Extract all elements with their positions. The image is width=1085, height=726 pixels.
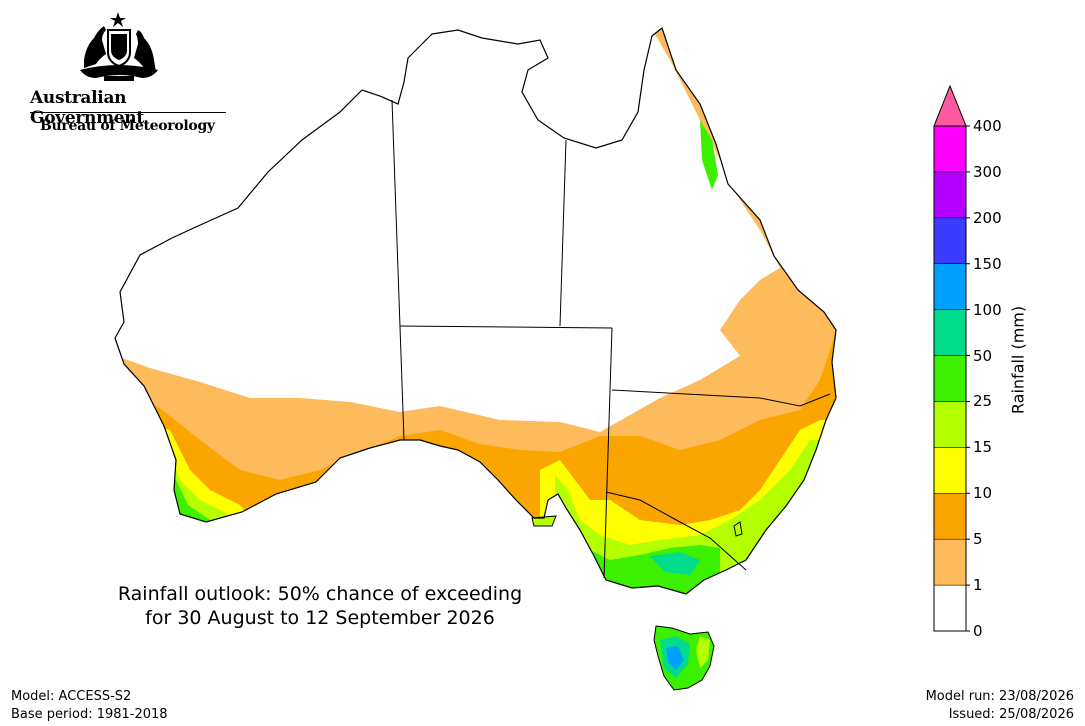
act-border xyxy=(733,521,743,537)
colorbar-tick-label: 1 xyxy=(973,576,983,595)
colorbar-bin-1-5 xyxy=(933,538,967,586)
footer-left: Model: ACCESS-S2 Base period: 1981-2018 xyxy=(11,688,168,724)
tasmania xyxy=(653,625,715,691)
bom-logo: Australian Government Bureau of Meteorol… xyxy=(18,10,228,140)
colorbar-tick-label: 10 xyxy=(973,484,993,503)
colorbar-tick-label: 0 xyxy=(973,622,983,640)
colorbar-bin-150-200 xyxy=(933,217,967,264)
colorbar-tick-label: 5 xyxy=(973,530,983,549)
map-title-line2: for 30 August to 12 September 2026 xyxy=(145,607,495,629)
qld-nsw-border xyxy=(611,389,831,407)
colorbar-tick-label: 100 xyxy=(973,300,1002,319)
colorbar-tick-label: 25 xyxy=(973,392,993,411)
issued-label: Issued: 25/08/2026 xyxy=(948,707,1074,722)
colorbar-tick-label: 50 xyxy=(973,346,993,365)
colorbar-tick-label: 150 xyxy=(973,254,1002,273)
colorbar-tick-label: 300 xyxy=(973,162,1002,181)
colorbar-tick-label: 200 xyxy=(973,208,1002,227)
coat-of-arms-icon xyxy=(80,12,158,81)
colorbar-bin-200-300 xyxy=(933,171,967,219)
footer-right: Model run: 23/08/2026 Issued: 25/08/2026 xyxy=(926,688,1074,724)
base-period-label: Base period: 1981-2018 xyxy=(11,707,168,722)
coastline xyxy=(114,26,837,595)
rainfall-colorbar xyxy=(933,84,970,632)
colorbar-bin-25-50 xyxy=(933,355,967,402)
colorbar-tick-label: 15 xyxy=(973,438,993,457)
model-label: Model: ACCESS-S2 xyxy=(11,689,132,704)
state-borders xyxy=(391,99,831,579)
wa-border xyxy=(391,99,405,441)
colorbar-bin-300-400 xyxy=(933,125,967,173)
nsw-vic-border xyxy=(605,491,747,571)
map-title: Rainfall outlook: 50% chance of exceedin… xyxy=(60,582,580,630)
colorbar-bin-15-25 xyxy=(933,401,967,448)
nt-qld-border xyxy=(559,139,567,327)
colorbar-bin-0-1 xyxy=(933,584,967,632)
colorbar-bin->400 xyxy=(933,84,967,127)
colorbar-frame xyxy=(933,125,967,632)
colorbar-bin-5-10 xyxy=(933,493,967,540)
colorbar-title: Rainfall (mm) xyxy=(1008,305,1028,415)
colorbar-bin-10-15 xyxy=(933,447,967,494)
colorbar-tick-label: 400 xyxy=(973,117,1002,135)
colorbar-bin-100-150 xyxy=(933,263,967,310)
colorbar-bin-50-100 xyxy=(933,309,967,356)
logo-divider xyxy=(30,112,226,113)
model-run-label: Model run: 23/08/2026 xyxy=(925,689,1074,704)
map-title-line1: Rainfall outlook: 50% chance of exceedin… xyxy=(117,583,523,605)
rain-50-100mm xyxy=(650,552,700,575)
agency-label: Bureau of Meteorology xyxy=(40,118,215,134)
government-label: Australian Government xyxy=(30,88,144,128)
sa-qld-nsw-border xyxy=(603,327,613,579)
nt-sa-border xyxy=(399,325,613,329)
